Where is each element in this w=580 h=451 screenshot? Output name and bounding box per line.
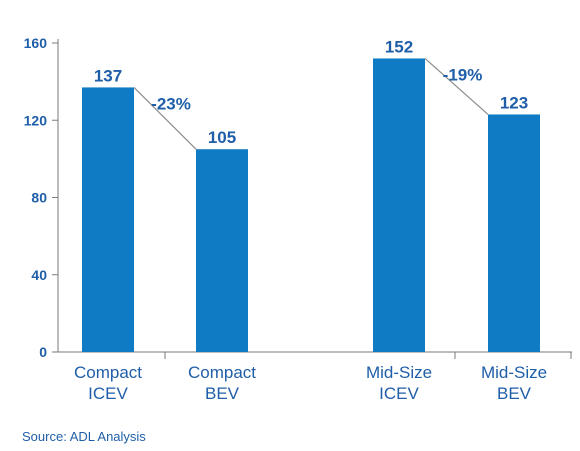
annotations: -23% -19% bbox=[133, 58, 489, 150]
bar-value-label: 105 bbox=[208, 128, 236, 147]
y-tick-label: 0 bbox=[39, 344, 47, 360]
source-note: Source: ADL Analysis bbox=[22, 429, 146, 444]
x-tick-label: BEV bbox=[497, 384, 532, 403]
connector-line bbox=[133, 86, 197, 150]
x-tick-label: ICEV bbox=[88, 384, 128, 403]
x-tick-label: Mid-Size bbox=[481, 363, 547, 382]
x-tick-label: ICEV bbox=[379, 384, 419, 403]
change-label: -23% bbox=[151, 94, 191, 113]
y-axis: 0 40 80 120 160 bbox=[24, 35, 59, 360]
bars bbox=[82, 58, 540, 352]
connector-line bbox=[424, 58, 489, 115]
bar-value-label: 123 bbox=[500, 93, 528, 112]
x-tick-label: Compact bbox=[74, 363, 142, 382]
x-tick-label: Mid-Size bbox=[366, 363, 432, 382]
x-tick-label: Compact bbox=[188, 363, 256, 382]
x-axis: Compact ICEV Compact BEV Mid-Size ICEV Mid-Siz… bbox=[58, 351, 572, 403]
bar bbox=[488, 114, 540, 352]
change-label: -19% bbox=[443, 65, 483, 84]
y-tick-label: 120 bbox=[24, 112, 48, 128]
data-labels: 137 105 152 123 bbox=[94, 37, 528, 147]
y-tick-label: 80 bbox=[31, 190, 47, 206]
bar-value-label: 137 bbox=[94, 66, 122, 85]
y-tick-label: 160 bbox=[24, 35, 48, 51]
bar bbox=[82, 87, 134, 352]
x-tick-label: BEV bbox=[205, 384, 240, 403]
bar-value-label: 152 bbox=[385, 37, 413, 56]
bar bbox=[196, 149, 248, 352]
y-tick-label: 40 bbox=[31, 267, 47, 283]
bar bbox=[373, 58, 425, 352]
